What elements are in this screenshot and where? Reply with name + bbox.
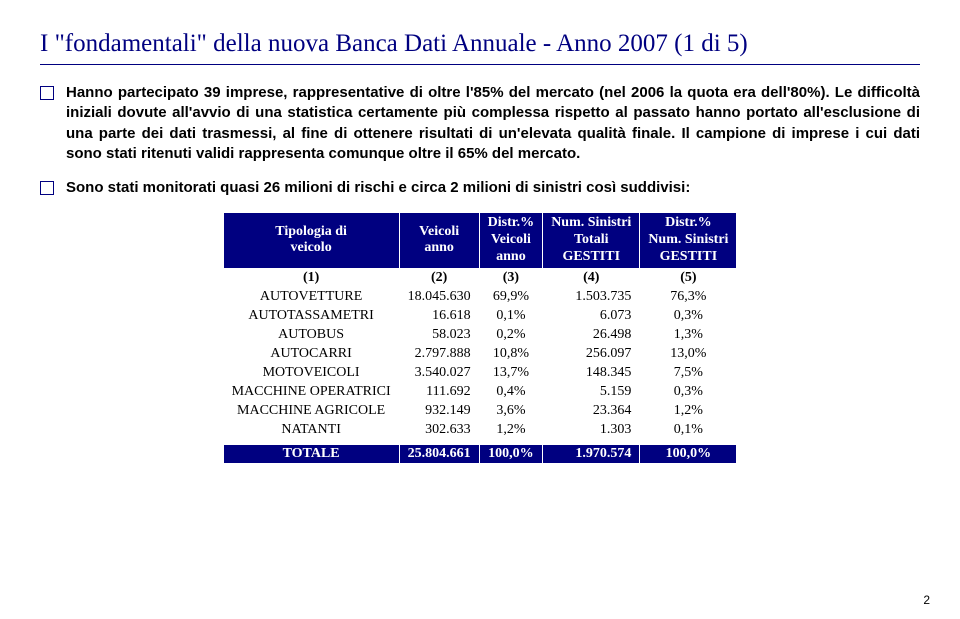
cell-value: 76,3% [640, 287, 737, 306]
idx-cell: (5) [640, 268, 737, 287]
table-header-row: Tipologia di veicolo Veicoli anno Distr.… [223, 213, 737, 268]
cell-value: 0,4% [479, 382, 543, 401]
col-header-distr-veicoli: Distr.% Veicoli anno [479, 213, 543, 268]
idx-cell: (4) [543, 268, 640, 287]
cell-value: 23.364 [543, 401, 640, 420]
col-header-sinistri: Num. Sinistri Totali GESTITI [543, 213, 640, 268]
total-label: TOTALE [223, 444, 399, 463]
cell-label: AUTOCARRI [223, 344, 399, 363]
col-header-veicoli: Veicoli anno [399, 213, 479, 268]
total-value: 100,0% [479, 444, 543, 463]
cell-value: 0,2% [479, 325, 543, 344]
cell-value: 111.692 [399, 382, 479, 401]
cell-label: MACCHINE OPERATRICI [223, 382, 399, 401]
page-title: I "fondamentali" della nuova Banca Dati … [40, 30, 920, 65]
cell-value: 0,1% [479, 306, 543, 325]
bullet-text: Hanno partecipato 39 imprese, rappresent… [66, 83, 920, 164]
cell-value: 1,2% [479, 420, 543, 439]
idx-cell: (2) [399, 268, 479, 287]
cell-label: AUTOTASSAMETRI [223, 306, 399, 325]
bullet-box-icon [40, 181, 54, 195]
table-row: MOTOVEICOLI 3.540.027 13,7% 148.345 7,5% [223, 363, 737, 382]
cell-value: 58.023 [399, 325, 479, 344]
cell-label: MACCHINE AGRICOLE [223, 401, 399, 420]
cell-value: 1.503.735 [543, 287, 640, 306]
cell-value: 0,1% [640, 420, 737, 439]
total-value: 1.970.574 [543, 444, 640, 463]
cell-value: 2.797.888 [399, 344, 479, 363]
cell-value: 26.498 [543, 325, 640, 344]
bullet-item: Sono stati monitorati quasi 26 milioni d… [40, 178, 920, 198]
cell-value: 256.097 [543, 344, 640, 363]
table-row: AUTOVETTURE 18.045.630 69,9% 1.503.735 7… [223, 287, 737, 306]
table-row: AUTOBUS 58.023 0,2% 26.498 1,3% [223, 325, 737, 344]
table-row: MACCHINE AGRICOLE 932.149 3,6% 23.364 1,… [223, 401, 737, 420]
table-row: MACCHINE OPERATRICI 111.692 0,4% 5.159 0… [223, 382, 737, 401]
cell-value: 5.159 [543, 382, 640, 401]
cell-label: NATANTI [223, 420, 399, 439]
cell-value: 13,0% [640, 344, 737, 363]
table-index-row: (1) (2) (3) (4) (5) [223, 268, 737, 287]
cell-value: 16.618 [399, 306, 479, 325]
bullet-list: Hanno partecipato 39 imprese, rappresent… [40, 83, 920, 198]
bullet-item: Hanno partecipato 39 imprese, rappresent… [40, 83, 920, 164]
cell-value: 1,2% [640, 401, 737, 420]
table-row: AUTOTASSAMETRI 16.618 0,1% 6.073 0,3% [223, 306, 737, 325]
table-total-row: TOTALE 25.804.661 100,0% 1.970.574 100,0… [223, 444, 737, 463]
cell-value: 0,3% [640, 306, 737, 325]
cell-value: 6.073 [543, 306, 640, 325]
cell-value: 3,6% [479, 401, 543, 420]
cell-label: AUTOBUS [223, 325, 399, 344]
cell-label: MOTOVEICOLI [223, 363, 399, 382]
cell-value: 69,9% [479, 287, 543, 306]
col-header-distr-sinistri: Distr.% Num. Sinistri GESTITI [640, 213, 737, 268]
col-header-tipologia: Tipologia di veicolo [223, 213, 399, 268]
cell-value: 1,3% [640, 325, 737, 344]
cell-value: 1.303 [543, 420, 640, 439]
cell-value: 13,7% [479, 363, 543, 382]
total-value: 100,0% [640, 444, 737, 463]
total-value: 25.804.661 [399, 444, 479, 463]
cell-value: 18.045.630 [399, 287, 479, 306]
cell-value: 7,5% [640, 363, 737, 382]
cell-value: 932.149 [399, 401, 479, 420]
idx-cell: (1) [223, 268, 399, 287]
cell-label: AUTOVETTURE [223, 287, 399, 306]
table-row: AUTOCARRI 2.797.888 10,8% 256.097 13,0% [223, 344, 737, 363]
cell-value: 148.345 [543, 363, 640, 382]
bullet-text: Sono stati monitorati quasi 26 milioni d… [66, 178, 920, 198]
cell-value: 10,8% [479, 344, 543, 363]
data-table: Tipologia di veicolo Veicoli anno Distr.… [223, 212, 738, 463]
page-number: 2 [923, 593, 930, 607]
bullet-box-icon [40, 86, 54, 100]
table-row: NATANTI 302.633 1,2% 1.303 0,1% [223, 420, 737, 439]
idx-cell: (3) [479, 268, 543, 287]
cell-value: 0,3% [640, 382, 737, 401]
cell-value: 3.540.027 [399, 363, 479, 382]
cell-value: 302.633 [399, 420, 479, 439]
